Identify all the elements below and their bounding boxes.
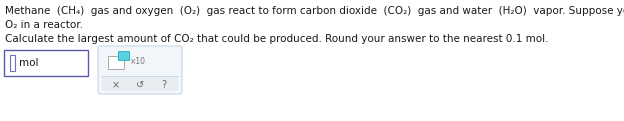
- FancyBboxPatch shape: [108, 56, 124, 69]
- FancyBboxPatch shape: [118, 51, 129, 60]
- Text: Methane  (CH₄)  gas and oxygen  (O₂)  gas react to form carbon dioxide  (CO₂)  g: Methane (CH₄) gas and oxygen (O₂) gas re…: [5, 6, 624, 16]
- FancyBboxPatch shape: [10, 55, 15, 71]
- Text: ×10: ×10: [130, 57, 146, 65]
- FancyBboxPatch shape: [4, 50, 88, 76]
- Text: mol: mol: [19, 58, 39, 68]
- Text: ×: ×: [112, 80, 120, 90]
- Text: Calculate the largest amount of CO₂ that could be produced. Round your answer to: Calculate the largest amount of CO₂ that…: [5, 34, 548, 44]
- Text: ↺: ↺: [136, 80, 144, 90]
- Text: ?: ?: [162, 80, 167, 90]
- Text: O₂ in a reactor.: O₂ in a reactor.: [5, 20, 83, 30]
- FancyBboxPatch shape: [102, 76, 178, 91]
- FancyBboxPatch shape: [98, 46, 182, 94]
